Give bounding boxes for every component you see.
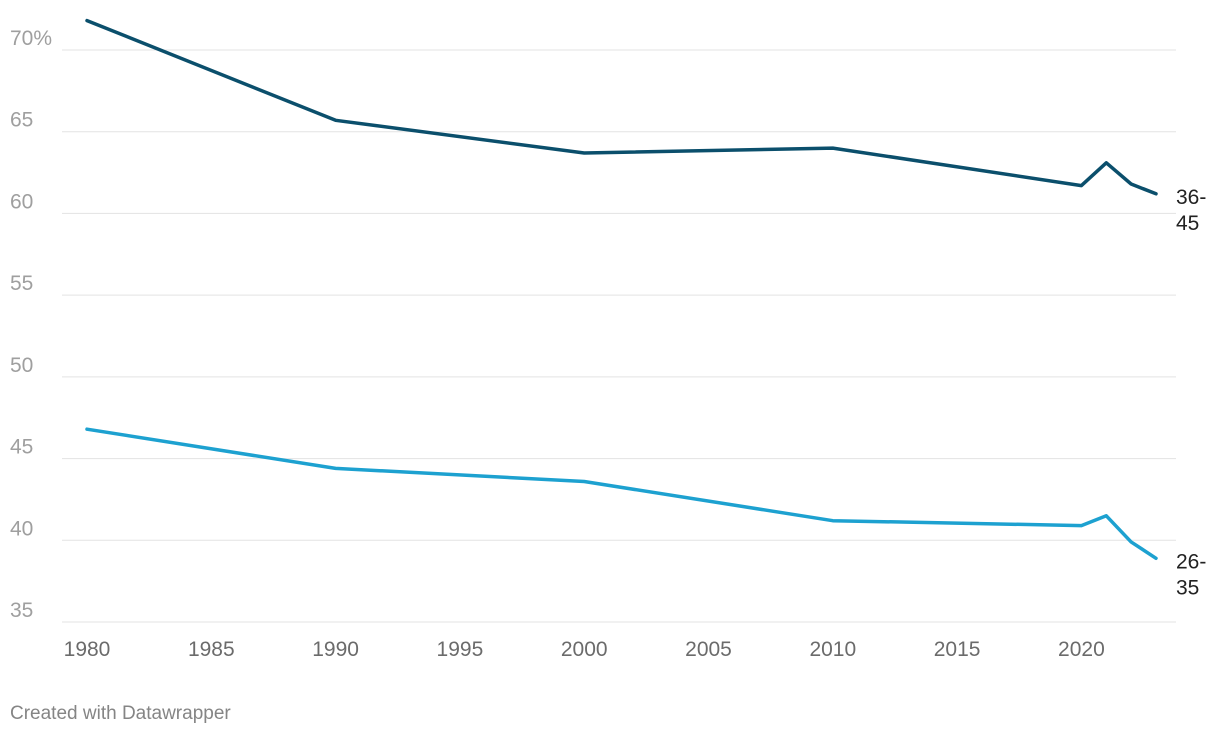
gridlines (62, 49, 1176, 623)
x-axis-ticks: 1980 1985 1990 1995 2000 2005 2010 2015 2020 (64, 638, 1105, 661)
x-tick-label: 1985 (188, 638, 235, 661)
y-tick-label: 40 (10, 517, 33, 540)
x-tick-label: 1990 (312, 638, 359, 661)
x-tick-label: 2005 (685, 638, 732, 661)
x-tick-label: 2010 (809, 638, 856, 661)
series-label-1: 35 (1176, 576, 1199, 599)
y-axis-ticks: 35 40 45 50 55 60 65 70% (10, 27, 52, 622)
x-tick-label: 2020 (1058, 638, 1105, 661)
chart-credit: Created with Datawrapper (10, 703, 231, 724)
x-tick-label: 2015 (934, 638, 981, 661)
series-line-1 (85, 427, 1158, 561)
series-lines (85, 18, 1158, 561)
series-end-labels: 36- 45 26- 35 (1176, 186, 1206, 599)
y-tick-label: 50 (10, 354, 33, 377)
series-label-0: 36- (1176, 186, 1206, 209)
y-tick-label: 60 (10, 190, 33, 213)
series-label-0: 45 (1176, 212, 1199, 235)
y-tick-label: 45 (10, 436, 33, 459)
y-tick-label: 70% (10, 27, 52, 50)
x-tick-label: 1980 (64, 638, 111, 661)
y-tick-label: 55 (10, 272, 33, 295)
y-tick-label: 65 (10, 109, 33, 132)
series-line-0 (85, 18, 1158, 196)
y-tick-label: 35 (10, 599, 33, 622)
x-tick-label: 1995 (437, 638, 484, 661)
series-label-1: 26- (1176, 550, 1206, 573)
x-tick-label: 2000 (561, 638, 608, 661)
